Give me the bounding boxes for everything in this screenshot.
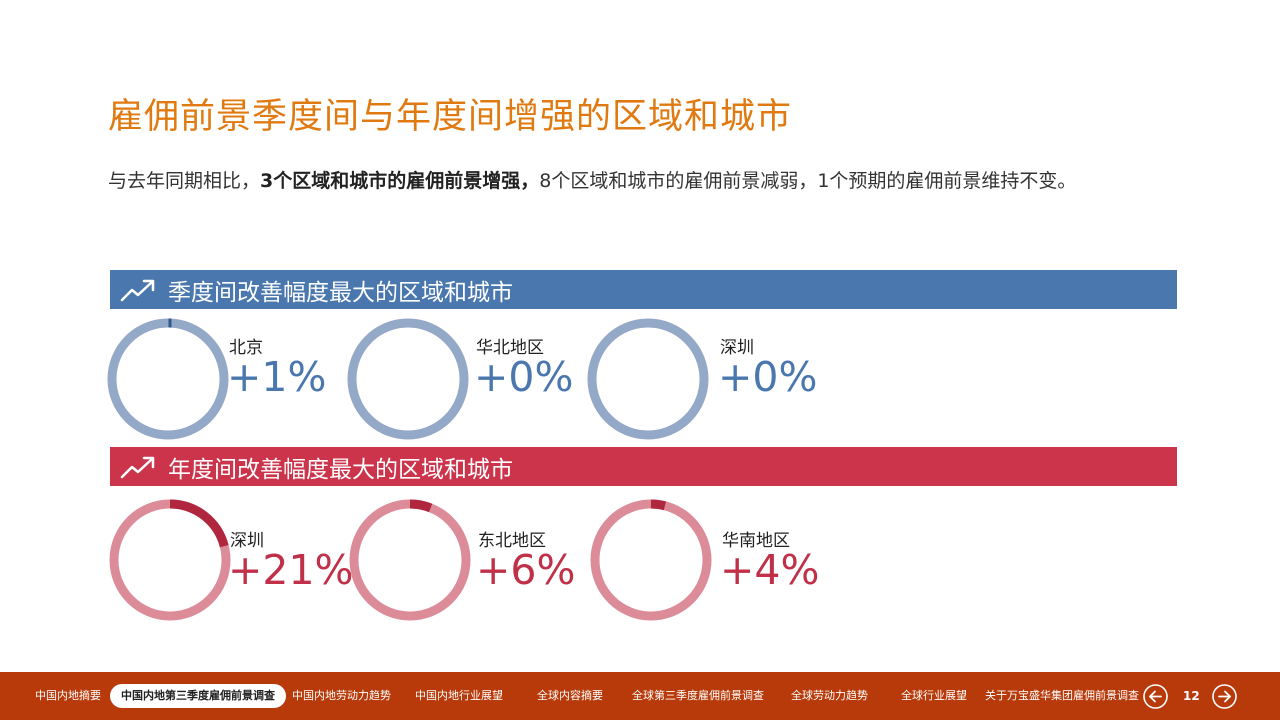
page-title: 雇佣前景季度间与年度间增强的区域和城市 <box>108 97 793 137</box>
trend-up-icon <box>120 277 158 303</box>
quarterly-name-2: 华北地区 <box>476 338 544 358</box>
nav-item-global-q3-survey[interactable]: 全球第三季度雇佣前景调查 <box>632 689 764 702</box>
ring-track <box>590 499 712 621</box>
annual-ring-1 <box>109 499 231 621</box>
annual-band: 年度间改善幅度最大的区域和城市 <box>110 447 1177 486</box>
annual-name-1: 深圳 <box>230 531 264 551</box>
annual-metric-1: 深圳 +21% <box>108 498 353 623</box>
annual-name-2: 东北地区 <box>478 531 546 551</box>
annual-value-3: +4% <box>720 546 820 594</box>
quarterly-metric-2: 华北地区 +0% <box>346 317 586 442</box>
quarterly-ring-3 <box>587 318 709 440</box>
bottom-nav: 中国内地摘要 中国内地第三季度雇佣前景调查 中国内地劳动力趋势 中国内地行业展望… <box>0 672 1280 720</box>
trend-up-icon <box>120 454 158 480</box>
annual-value-2: +6% <box>476 546 576 594</box>
quarterly-name-1: 北京 <box>229 338 263 358</box>
arrow-right-icon[interactable] <box>1212 684 1237 709</box>
nav-item-china-q3-survey[interactable]: 中国内地第三季度雇佣前景调查 <box>110 684 286 708</box>
ring-track <box>349 499 471 621</box>
quarterly-ring-1 <box>107 318 229 440</box>
ring-track <box>107 318 229 440</box>
nav-item-global-summary[interactable]: 全球内容摘要 <box>537 689 603 702</box>
quarterly-band: 季度间改善幅度最大的区域和城市 <box>110 270 1177 309</box>
ring-value-arc <box>650 499 667 511</box>
nav-item-global-labor-trends[interactable]: 全球劳动力趋势 <box>791 689 868 702</box>
subtitle-part1: 与去年同期相比， <box>108 170 261 192</box>
quarterly-name-3: 深圳 <box>720 338 754 358</box>
quarterly-value-1: +1% <box>227 353 327 401</box>
ring-track <box>587 318 709 440</box>
quarterly-heading: 季度间改善幅度最大的区域和城市 <box>168 279 513 306</box>
nav-item-about-survey[interactable]: 关于万宝盛华集团雇佣前景调查 <box>985 689 1139 702</box>
quarterly-value-2: +0% <box>474 353 574 401</box>
page-number: 12 <box>1183 689 1200 703</box>
page-subtitle: 与去年同期相比，3个区域和城市的雇佣前景增强，8个区域和城市的雇佣前景减弱，1个… <box>108 166 1076 193</box>
quarterly-metric-1: 北京 +1% <box>106 317 346 442</box>
subtitle-bold: 3个区域和城市的雇佣前景增强， <box>260 170 540 192</box>
nav-item-china-labor-trends[interactable]: 中国内地劳动力趋势 <box>292 689 391 702</box>
nav-item-china-industry-outlook[interactable]: 中国内地行业展望 <box>415 689 503 702</box>
annual-name-3: 华南地区 <box>722 531 790 551</box>
subtitle-part2: 8个区域和城市的雇佣前景减弱，1个预期的雇佣前景维持不变。 <box>539 170 1077 192</box>
quarterly-ring-2 <box>347 318 469 440</box>
quarterly-value-3: +0% <box>718 353 818 401</box>
annual-value-1: +21% <box>228 546 354 594</box>
arrow-left-icon[interactable] <box>1143 684 1168 709</box>
annual-ring-2 <box>349 499 471 621</box>
annual-metric-3: 华南地区 +4% <box>589 498 829 623</box>
nav-item-global-industry-outlook[interactable]: 全球行业展望 <box>901 689 967 702</box>
annual-heading: 年度间改善幅度最大的区域和城市 <box>168 456 513 483</box>
ring-value-arc <box>169 499 229 548</box>
ring-track <box>347 318 469 440</box>
quarterly-metric-3: 深圳 +0% <box>586 317 826 442</box>
annual-ring-3 <box>590 499 712 621</box>
nav-item-china-summary[interactable]: 中国内地摘要 <box>35 689 101 702</box>
ring-value-arc <box>409 499 433 513</box>
annual-metric-2: 东北地区 +6% <box>348 498 588 623</box>
